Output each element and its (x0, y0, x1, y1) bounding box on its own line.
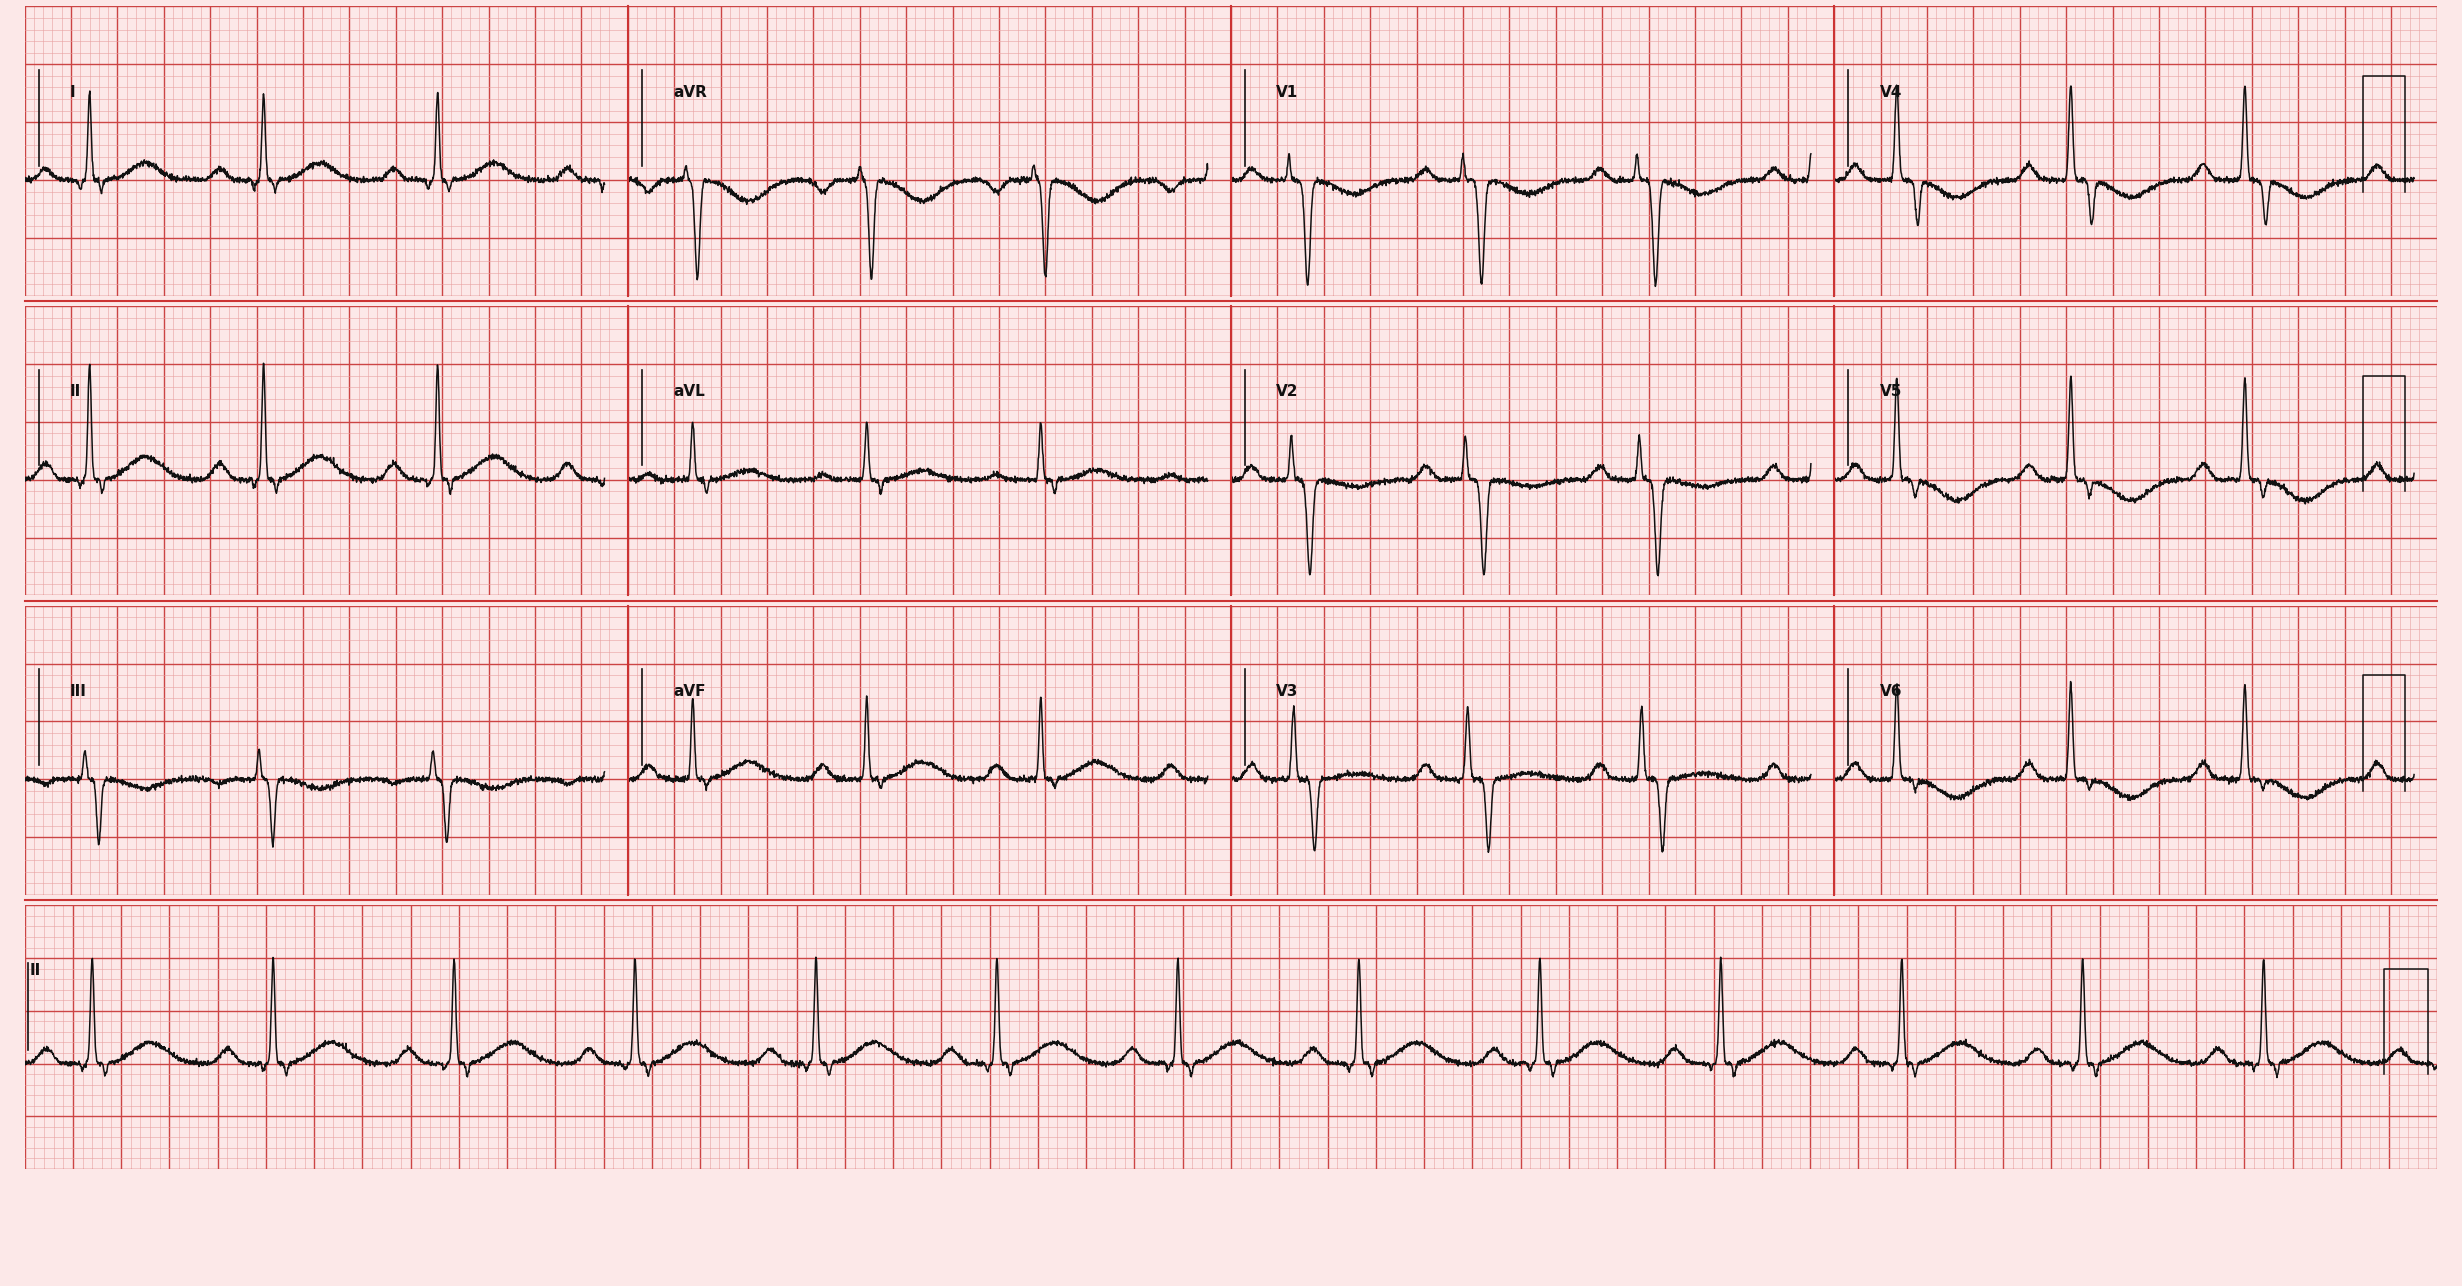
Text: V1: V1 (1275, 85, 1297, 99)
Text: aVR: aVR (672, 85, 707, 99)
Text: V2: V2 (1275, 385, 1300, 399)
Text: I: I (69, 85, 76, 99)
Text: II: II (69, 385, 81, 399)
Text: aVL: aVL (672, 385, 704, 399)
Text: V6: V6 (1879, 684, 1903, 698)
Text: V4: V4 (1879, 85, 1901, 99)
Text: II: II (30, 963, 42, 979)
Text: aVF: aVF (672, 684, 707, 698)
Text: III: III (69, 684, 86, 698)
Text: V3: V3 (1275, 684, 1297, 698)
Text: V5: V5 (1879, 385, 1901, 399)
